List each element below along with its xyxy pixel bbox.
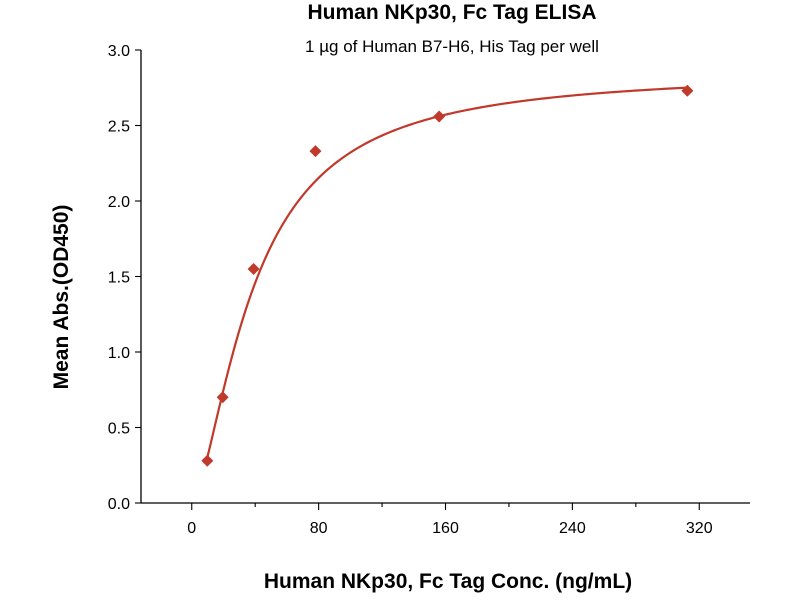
y-tick-label: 2.0: [108, 194, 130, 211]
data-point-diamond: [309, 145, 322, 158]
y-axis-label: Mean Abs.(OD450): [50, 205, 73, 390]
y-tick-label: 1.0: [108, 345, 130, 362]
y-axis-ticks: 0.0 0.5 1.0 1.5 2.0 2.5 3.0: [108, 43, 141, 513]
x-axis-ticks: 0 80 160 240 320: [187, 503, 713, 537]
data-point-diamond: [681, 84, 694, 97]
chart-title: Human NKp30, Fc Tag ELISA: [308, 1, 597, 24]
y-tick-label: 2.5: [108, 119, 130, 136]
x-tick-label: 320: [686, 520, 713, 537]
x-tick-label: 80: [310, 520, 328, 537]
data-point-diamond: [247, 262, 260, 275]
x-tick-label: 0: [187, 520, 196, 537]
chart-subtitle: 1 µg of Human B7-H6, His Tag per well: [305, 37, 599, 56]
y-tick-label: 0.0: [108, 496, 130, 513]
data-point-diamond: [201, 454, 214, 467]
data-points: [201, 84, 694, 467]
y-tick-label: 1.5: [108, 270, 130, 287]
fit-curve: [206, 86, 688, 458]
y-tick-label: 3.0: [108, 43, 130, 60]
x-tick-label: 160: [432, 520, 459, 537]
x-axis-label: Human NKp30, Fc Tag Conc. (ng/mL): [264, 570, 632, 593]
y-tick-label: 0.5: [108, 421, 130, 438]
x-tick-label: 240: [559, 520, 586, 537]
data-point-diamond: [433, 110, 446, 123]
data-point-diamond: [216, 391, 229, 404]
